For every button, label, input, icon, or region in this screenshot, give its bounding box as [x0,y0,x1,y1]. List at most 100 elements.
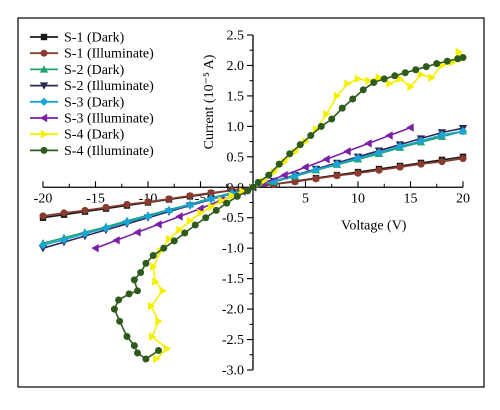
series-8 [110,54,467,363]
data-point [396,74,405,84]
data-point [91,243,99,253]
data-point [163,344,172,353]
y-tick-label: -1.5 [222,272,244,287]
data-point [307,132,315,139]
data-point [223,199,231,207]
data-point [147,301,156,311]
data-point [218,196,226,205]
data-point [244,187,252,195]
data-point [359,86,367,94]
data-point [333,172,341,180]
data-point [196,204,204,213]
legend-marker [40,146,48,154]
legend-label: S-4 (Illuminate) [64,144,154,159]
data-point [291,178,299,186]
data-point [301,162,309,172]
legend-marker [40,49,48,57]
data-point [142,259,150,267]
data-point [152,277,160,286]
data-point [123,200,131,208]
data-point [59,235,69,244]
data-point [322,155,330,164]
data-point [417,70,426,79]
data-point [233,192,241,200]
y-tick-label: -2.5 [222,333,244,348]
data-point [39,212,47,220]
data-point [401,69,409,77]
legend-entry: S-3 (Dark) [30,95,125,110]
data-point [354,169,362,177]
data-point [391,72,399,80]
data-point [80,229,90,238]
legend-entry: S-2 (Illuminate) [30,79,154,94]
data-point [144,198,152,206]
data-point [437,130,447,140]
data-point [407,82,415,91]
data-point [150,262,158,271]
x-tick-label: 10 [351,191,365,206]
data-point [122,217,132,227]
y-tick-label: -3.0 [222,364,244,379]
legend-label: S-2 (Illuminate) [64,79,154,94]
data-point [149,251,157,259]
data-point [207,189,215,197]
data-point [134,349,141,357]
data-point [206,194,216,204]
data-point [323,109,331,119]
data-point [185,200,195,210]
data-point [165,234,174,244]
data-point [143,212,153,221]
data-point [176,225,184,235]
y-tick-label: 2.0 [227,59,245,74]
legend-marker [39,97,49,106]
data-point [333,91,342,101]
data-point [186,192,194,200]
data-point [212,206,220,214]
data-point [191,221,199,229]
data-point [386,79,394,88]
x-tick-label: -5 [195,191,207,206]
legend-label: S-3 (Illuminate) [64,112,154,127]
data-point [130,276,138,284]
data-point [454,55,462,63]
data-point [286,150,294,158]
data-point [154,220,162,229]
data-point [338,104,346,112]
data-point [343,147,351,156]
legend-marker [39,82,49,90]
data-point [186,216,195,225]
data-point [296,141,304,149]
legend-entry: S-4 (Dark) [30,128,125,143]
data-point [458,127,468,136]
x-axis-title: Voltage (V) [341,218,407,233]
data-point [396,163,404,171]
data-point [438,158,446,166]
data-point [112,236,120,245]
data-point [406,123,414,132]
data-point [370,79,378,87]
data-point [157,247,165,256]
data-point [416,136,426,146]
data-point [110,305,118,313]
data-point [116,317,124,325]
data-point [102,203,110,211]
y-tick-label: 2.5 [227,29,245,44]
data-point [153,354,161,364]
data-point [155,347,162,355]
x-tick-label: 15 [404,191,418,206]
data-point [380,75,388,83]
legend-marker [39,65,49,73]
data-point [170,237,178,245]
data-point [175,212,183,221]
legend-entry: S-1 (Dark) [30,31,125,46]
data-point [123,333,131,340]
data-point [207,202,216,211]
data-point [433,60,441,68]
data-point [155,317,163,326]
legend: S-1 (Dark)S-1 (Illuminate)S-2 (Dark)S-2 … [30,31,154,159]
data-point [459,155,467,163]
data-point [38,240,48,250]
legend-label: S-2 (Dark) [64,63,125,78]
data-point [130,342,138,350]
